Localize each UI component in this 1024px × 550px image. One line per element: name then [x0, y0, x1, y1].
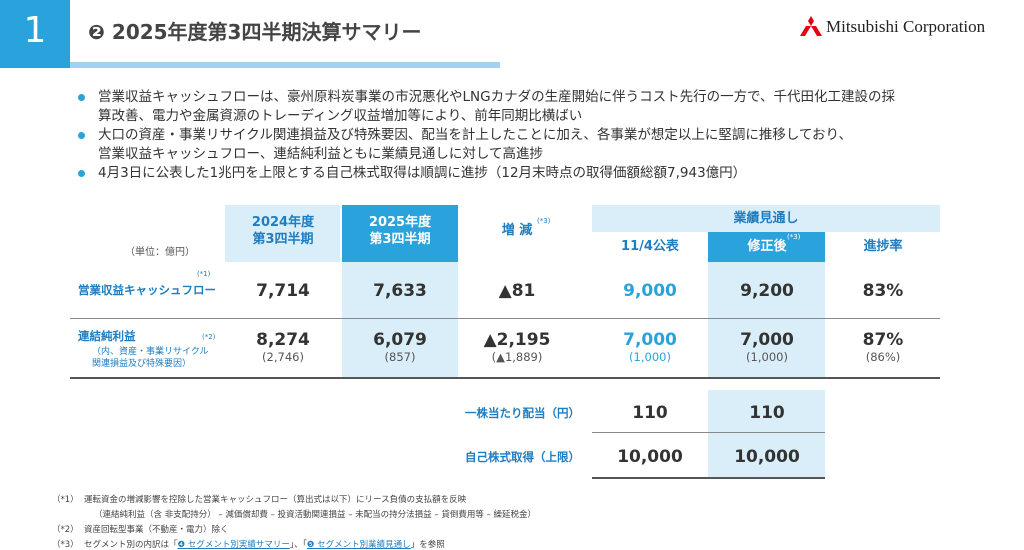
- cell-value: 9,200: [740, 281, 794, 301]
- cell-subvalue: (▲1,889): [491, 350, 543, 364]
- footnote-text: セグメント別の内訳は「❹ セグメント別実績サマリー」、「❺ セグメント別業績見通…: [84, 538, 445, 550]
- header-cell: [708, 232, 825, 262]
- bullet-dot: [78, 132, 85, 139]
- cell-value: 7,000: [740, 330, 794, 350]
- row-line: [592, 477, 825, 479]
- cell-value: 7,633: [373, 281, 427, 301]
- column-header: 増 減: [501, 223, 533, 238]
- column-header: 進捗率: [863, 239, 903, 254]
- unit: （単位：億円）: [125, 247, 195, 258]
- note: (*3): [787, 233, 801, 241]
- cell-subvalue: (1,000): [629, 350, 671, 364]
- logo-text: Mitsubishi Corporation: [826, 17, 986, 36]
- column-bg: [342, 262, 458, 378]
- slide-number: 1: [23, 10, 47, 51]
- bullet-text: 算改善、電力や金属資源のトレーディング収益増加等により、前年同期比横ばい: [98, 108, 583, 124]
- header-cell: [225, 205, 340, 262]
- group-header: [592, 205, 940, 232]
- cell-value: 83%: [862, 281, 904, 301]
- cell-subvalue: (86%): [865, 350, 901, 364]
- cell-subvalue: (1,000): [746, 350, 788, 364]
- column-header: 2025年度: [368, 215, 432, 230]
- link[interactable]: ❺ セグメント別業績見通し: [306, 540, 411, 550]
- note: (*3): [537, 217, 551, 225]
- cell-subvalue: (857): [384, 350, 416, 364]
- cell-value: 9,000: [623, 281, 677, 301]
- title-underline: [70, 62, 500, 68]
- cell-value: 10,000: [734, 447, 800, 467]
- column-header: 11/4公表: [621, 239, 679, 254]
- cell-value: 8,274: [256, 330, 310, 350]
- row-label: 自己株式取得（上限）: [465, 450, 580, 464]
- row-label: 営業収益キャッシュフロー: [78, 283, 216, 297]
- footnote-mark: （*3）: [52, 540, 79, 550]
- cell-value: 6,079: [373, 330, 427, 350]
- group-label: 業績見通し: [733, 211, 799, 226]
- column-bg: [708, 390, 825, 478]
- title: ❷ 2025年度第3四半期決算サマリー: [88, 20, 422, 44]
- bullet-dot: [78, 170, 85, 177]
- link[interactable]: ❹ セグメント別実績サマリー: [177, 540, 290, 550]
- bullet-text: 大口の資産・事業リサイクル関連損益及び特殊要因、配当を計上したことに加え、各事業…: [98, 127, 852, 143]
- column-header: 2024年度: [251, 215, 315, 230]
- footnote-part: セグメント別の内訳は「: [84, 540, 178, 550]
- cell-value: 110: [749, 403, 785, 423]
- footnote-part: 」を参照: [410, 540, 445, 550]
- footnote-mark: （*1）: [52, 495, 79, 505]
- number-box: [0, 0, 70, 68]
- row-line: [70, 377, 940, 379]
- row-line: [70, 318, 940, 319]
- row-sublabel: 関連損益及び特殊要因）: [92, 359, 192, 369]
- bullet-text: 4月3日に公表した1兆円を上限とする自己株式取得は順調に進捗（12月末時点の取得…: [98, 165, 747, 181]
- header-cell: [342, 205, 458, 262]
- row-sublabel: （内、資産・事業リサイクル: [92, 347, 209, 357]
- bullet-dot: [78, 94, 85, 101]
- footnote-part: 」、「: [289, 540, 307, 550]
- footnote-text: （連結純利益（含 非支配持分） – 減価償却費 – 投資活動関連損益 – 未配当…: [94, 510, 536, 520]
- cell-value: ▲2,195: [483, 330, 551, 350]
- cell-value: 7,714: [256, 281, 310, 301]
- note: (*2): [202, 333, 216, 341]
- row-label: 一株当たり配当（円）: [465, 406, 580, 420]
- cell-subvalue: (2,746): [262, 350, 304, 364]
- row-label: 連結純利益: [78, 329, 136, 343]
- note: (*1): [197, 270, 211, 278]
- bullet-text: 営業収益キャッシュフローは、豪州原料炭事業の市況悪化やLNGカナダの生産開始に伴…: [98, 89, 896, 105]
- cell-value: 87%: [862, 330, 904, 350]
- column-header: 第3四半期: [369, 232, 431, 247]
- cell-value: 10,000: [617, 447, 683, 467]
- footnote-mark: （*2）: [52, 525, 79, 535]
- logo-mark: [800, 16, 822, 36]
- column-bg: [708, 262, 825, 378]
- cell-value: ▲81: [498, 281, 536, 301]
- column-header: 第3四半期: [252, 232, 314, 247]
- footnote-text: 運転資金の増減影響を控除した営業キャッシュフロー（算出式は以下）にリース負債の支…: [84, 495, 467, 505]
- cell-value: 7,000: [623, 330, 677, 350]
- bullet-text: 営業収益キャッシュフロー、連結純利益ともに業績見通しに対して高進捗: [98, 146, 543, 162]
- footnote-text: 資産回転型事業（不動産・電力）除く: [84, 525, 229, 535]
- cell-value: 110: [632, 403, 668, 423]
- row-line: [592, 432, 825, 433]
- column-header: 修正後: [747, 239, 787, 254]
